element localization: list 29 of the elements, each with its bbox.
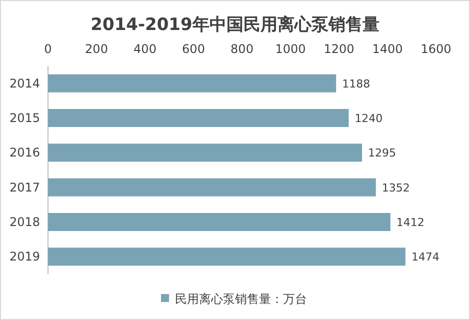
data-label: 1188 <box>342 77 370 90</box>
y-tick-label: 2015 <box>9 111 40 125</box>
x-tick-label: 1200 <box>324 42 354 56</box>
bar <box>48 248 406 266</box>
x-tick-label: 1400 <box>372 42 403 56</box>
data-label: 1474 <box>411 250 440 264</box>
y-tick-label: 2014 <box>9 76 40 90</box>
data-label: 1295 <box>368 146 396 160</box>
x-tick-label: 1000 <box>275 42 306 56</box>
data-label: 1352 <box>382 181 410 194</box>
bar <box>48 108 349 128</box>
y-tick-label: 2019 <box>9 250 40 264</box>
x-tick-label: 400 <box>134 42 156 56</box>
data-label: 1412 <box>396 216 424 229</box>
x-tick-label: 0 <box>44 42 52 56</box>
y-tick-label: 2016 <box>9 146 40 160</box>
bar <box>48 144 362 162</box>
bar <box>48 74 336 92</box>
bar <box>48 178 376 196</box>
x-tick-label: 1600 <box>420 42 452 56</box>
legend-label: 民用离心泵销售量：万台 <box>175 292 307 306</box>
y-tick-label: 2018 <box>9 215 40 229</box>
x-tick-label: 600 <box>182 42 205 56</box>
x-tick-label: 200 <box>85 42 108 56</box>
bar <box>48 212 390 232</box>
data-label: 1240 <box>354 112 383 125</box>
y-tick-label: 2017 <box>9 180 40 194</box>
x-tick-label: 800 <box>230 42 254 56</box>
chart-title: 2014-2019年中国民用离心泵销售量 <box>90 15 380 35</box>
